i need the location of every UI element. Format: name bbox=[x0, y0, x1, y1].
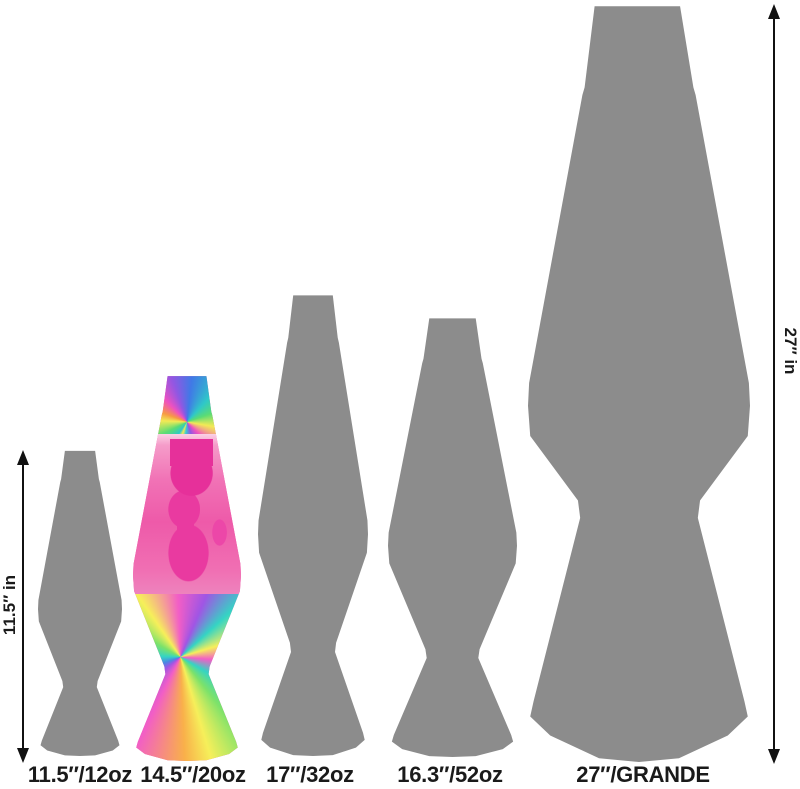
lamp-silhouette-17in bbox=[258, 295, 368, 756]
arrow-shaft bbox=[773, 15, 775, 753]
size-label-11-5: 11.5″/12oz bbox=[27, 762, 133, 787]
arrow-shaft bbox=[22, 461, 24, 752]
height-label-small: 11.5″ in bbox=[0, 574, 19, 636]
size-label-17: 17″/32oz bbox=[266, 762, 354, 787]
arrow-down-icon bbox=[17, 748, 29, 763]
arrow-up-icon bbox=[768, 4, 780, 19]
size-label-16-3: 16.3″/52oz bbox=[397, 762, 503, 787]
height-label-grande: 27″ in bbox=[781, 327, 800, 375]
lamp-silhouette-27in-grande bbox=[528, 6, 750, 762]
size-label-27-grande: 27″/GRANDE bbox=[576, 762, 710, 787]
size-label-14-5: 14.5″/20oz bbox=[140, 762, 246, 787]
height-arrow-small bbox=[16, 450, 30, 763]
arrow-up-icon bbox=[17, 450, 29, 465]
height-arrow-grande bbox=[767, 4, 781, 764]
lamp-silhouette-16-3in bbox=[388, 318, 517, 757]
arrow-down-icon bbox=[768, 749, 780, 764]
lamp-product-14-5in-tie-dye bbox=[133, 376, 241, 761]
lamp-silhouette-11-5in bbox=[38, 450, 122, 756]
